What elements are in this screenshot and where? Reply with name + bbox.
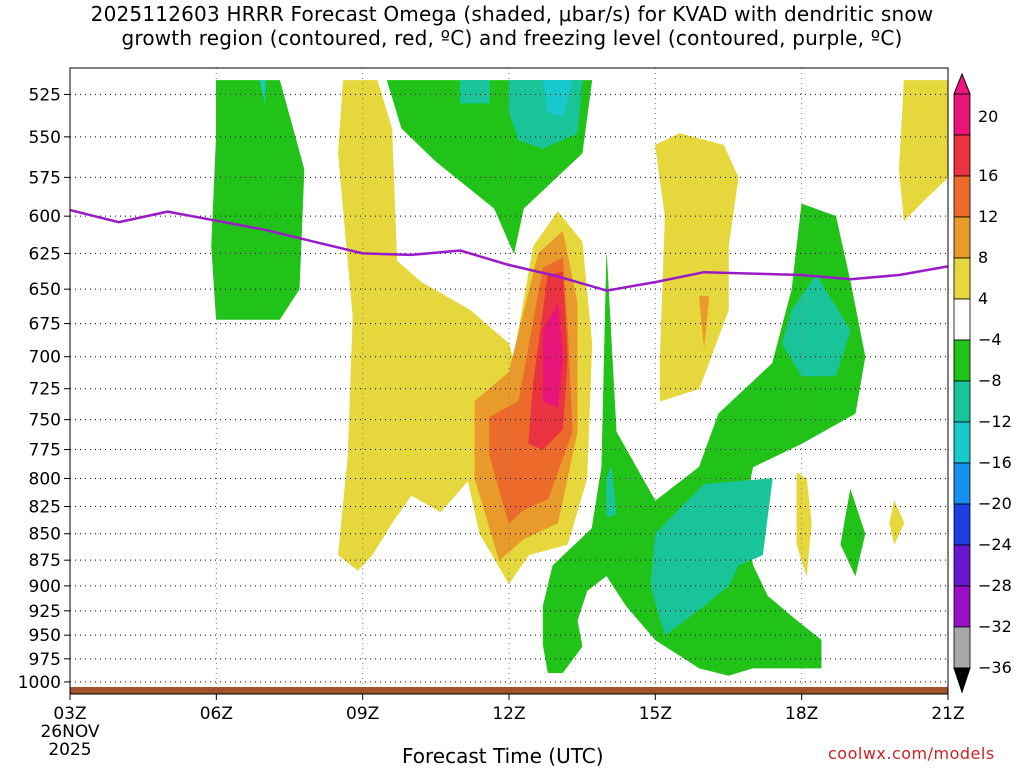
- colorbar-top-arrow: [953, 72, 971, 95]
- colorbar-swatch-11: [953, 544, 971, 587]
- colorbar-label-6: −8: [978, 371, 1002, 390]
- x-date-label: 26NOV: [40, 722, 99, 742]
- y-tick-label-1000: 1000: [18, 673, 61, 693]
- y-tick-label-900: 900: [29, 577, 61, 597]
- colorbar-label-0: 20: [978, 107, 998, 126]
- x-tick-label-06Z: 06Z: [200, 704, 233, 724]
- colorbar-swatch-0: [953, 93, 971, 136]
- colorbar-label-1: 16: [978, 166, 998, 185]
- freezing-level-line: [70, 208, 948, 292]
- y-tick-label-575: 575: [29, 168, 61, 188]
- colorbar-swatch-12: [953, 585, 971, 628]
- colorbar-label-5: −4: [978, 330, 1002, 349]
- x-tick-label-12Z: 12Z: [492, 704, 525, 724]
- omega-region-teal-spike: [606, 466, 617, 518]
- colorbar-label-13: −36: [978, 658, 1012, 677]
- y-tick-label-675: 675: [29, 315, 61, 335]
- omega-region-green-band-06z: [211, 80, 305, 320]
- x-tick-label-09Z: 09Z: [346, 704, 379, 724]
- y-tick-label-700: 700: [29, 348, 61, 368]
- omega-region-teal-lower: [650, 478, 773, 636]
- title-line-2: growth region (contoured, red, ºC) and f…: [121, 26, 903, 50]
- omega-region-magenta-core: [542, 302, 563, 408]
- colorbar-label-11: −28: [978, 576, 1012, 595]
- colorbar-label-12: −32: [978, 617, 1012, 636]
- colorbar-label-2: 12: [978, 207, 998, 226]
- y-axis-ticks: 525 550 575 600 625 650 675 700 725 750 775 800 825 8…: [18, 85, 70, 693]
- colorbar-swatch-10: [953, 503, 971, 546]
- y-tick-label-850: 850: [29, 525, 61, 545]
- y-tick-label-925: 925: [29, 602, 61, 622]
- omega-region-cyan-top: [542, 80, 573, 118]
- omega-shading: [211, 80, 948, 676]
- colorbar-swatch-9: [953, 462, 971, 505]
- colorbar-bottom-arrow: [953, 667, 971, 694]
- colorbar-swatch-3: [953, 216, 971, 259]
- x-tick-label-03Z: 03Z: [53, 704, 86, 724]
- y-tick-label-725: 725: [29, 380, 61, 400]
- omega-region-orange-sliver: [698, 295, 710, 347]
- colorbar-swatch-7: [953, 380, 971, 423]
- x-tick-label-18Z: 18Z: [785, 704, 818, 724]
- y-tick-label-600: 600: [29, 207, 61, 227]
- colorbar-swatch-2: [953, 175, 971, 218]
- colorbar-swatch-4: [953, 257, 971, 300]
- y-tick-label-525: 525: [29, 85, 61, 105]
- freezing-level-contour: [70, 208, 948, 292]
- colorbar-swatch-13: [953, 626, 971, 669]
- colorbar-label-3: 8: [978, 248, 988, 267]
- colorbar-swatch-1: [953, 134, 971, 177]
- colorbar-swatch-5: [953, 298, 971, 341]
- colorbar-swatch-6: [953, 339, 971, 382]
- credit-text: coolwx.com/models: [828, 744, 995, 763]
- x-tick-label-21Z: 21Z: [931, 704, 964, 724]
- y-tick-label-875: 875: [29, 551, 61, 571]
- y-tick-label-800: 800: [29, 469, 61, 489]
- y-tick-label-825: 825: [29, 498, 61, 518]
- omega-region-teal-right: [781, 274, 851, 377]
- terrain-strip: [70, 687, 948, 694]
- chart-title: 2025112603 HRRR Forecast Omega (shaded, …: [0, 2, 1024, 50]
- y-tick-label-625: 625: [29, 244, 61, 264]
- colorbar: 20 16 12 8 4 −4 −8 −12 −16 −20 −24 −28 −32 −36: [953, 72, 1012, 694]
- x-tick-label-15Z: 15Z: [639, 704, 672, 724]
- colorbar-label-10: −24: [978, 535, 1012, 554]
- x-axis-label: Forecast Time (UTC): [402, 744, 604, 768]
- y-tick-label-650: 650: [29, 280, 61, 300]
- colorbar-swatch-8: [953, 421, 971, 464]
- colorbar-label-8: −16: [978, 453, 1012, 472]
- colorbar-label-9: −20: [978, 494, 1012, 513]
- omega-region-yellow-blob-20z: [889, 500, 905, 546]
- omega-region-yellow-right-upper: [655, 133, 739, 402]
- y-tick-label-750: 750: [29, 411, 61, 431]
- omega-region-blue-dot-top-left: [259, 80, 266, 104]
- y-tick-label-775: 775: [29, 441, 61, 461]
- x-year-label: 2025: [48, 740, 91, 760]
- y-tick-label-975: 975: [29, 650, 61, 670]
- colorbar-label-4: 4: [978, 289, 988, 308]
- y-tick-label-550: 550: [29, 128, 61, 148]
- omega-region-teal-top-left: [459, 80, 490, 104]
- title-line-1: 2025112603 HRRR Forecast Omega (shaded, …: [90, 2, 934, 26]
- colorbar-label-7: −12: [978, 412, 1012, 431]
- omega-region-green-blob-19z: [840, 489, 866, 577]
- omega-region-yellow-blob-18z: [796, 472, 812, 576]
- omega-region-yellow-top-right: [898, 80, 948, 222]
- y-tick-label-950: 950: [29, 626, 61, 646]
